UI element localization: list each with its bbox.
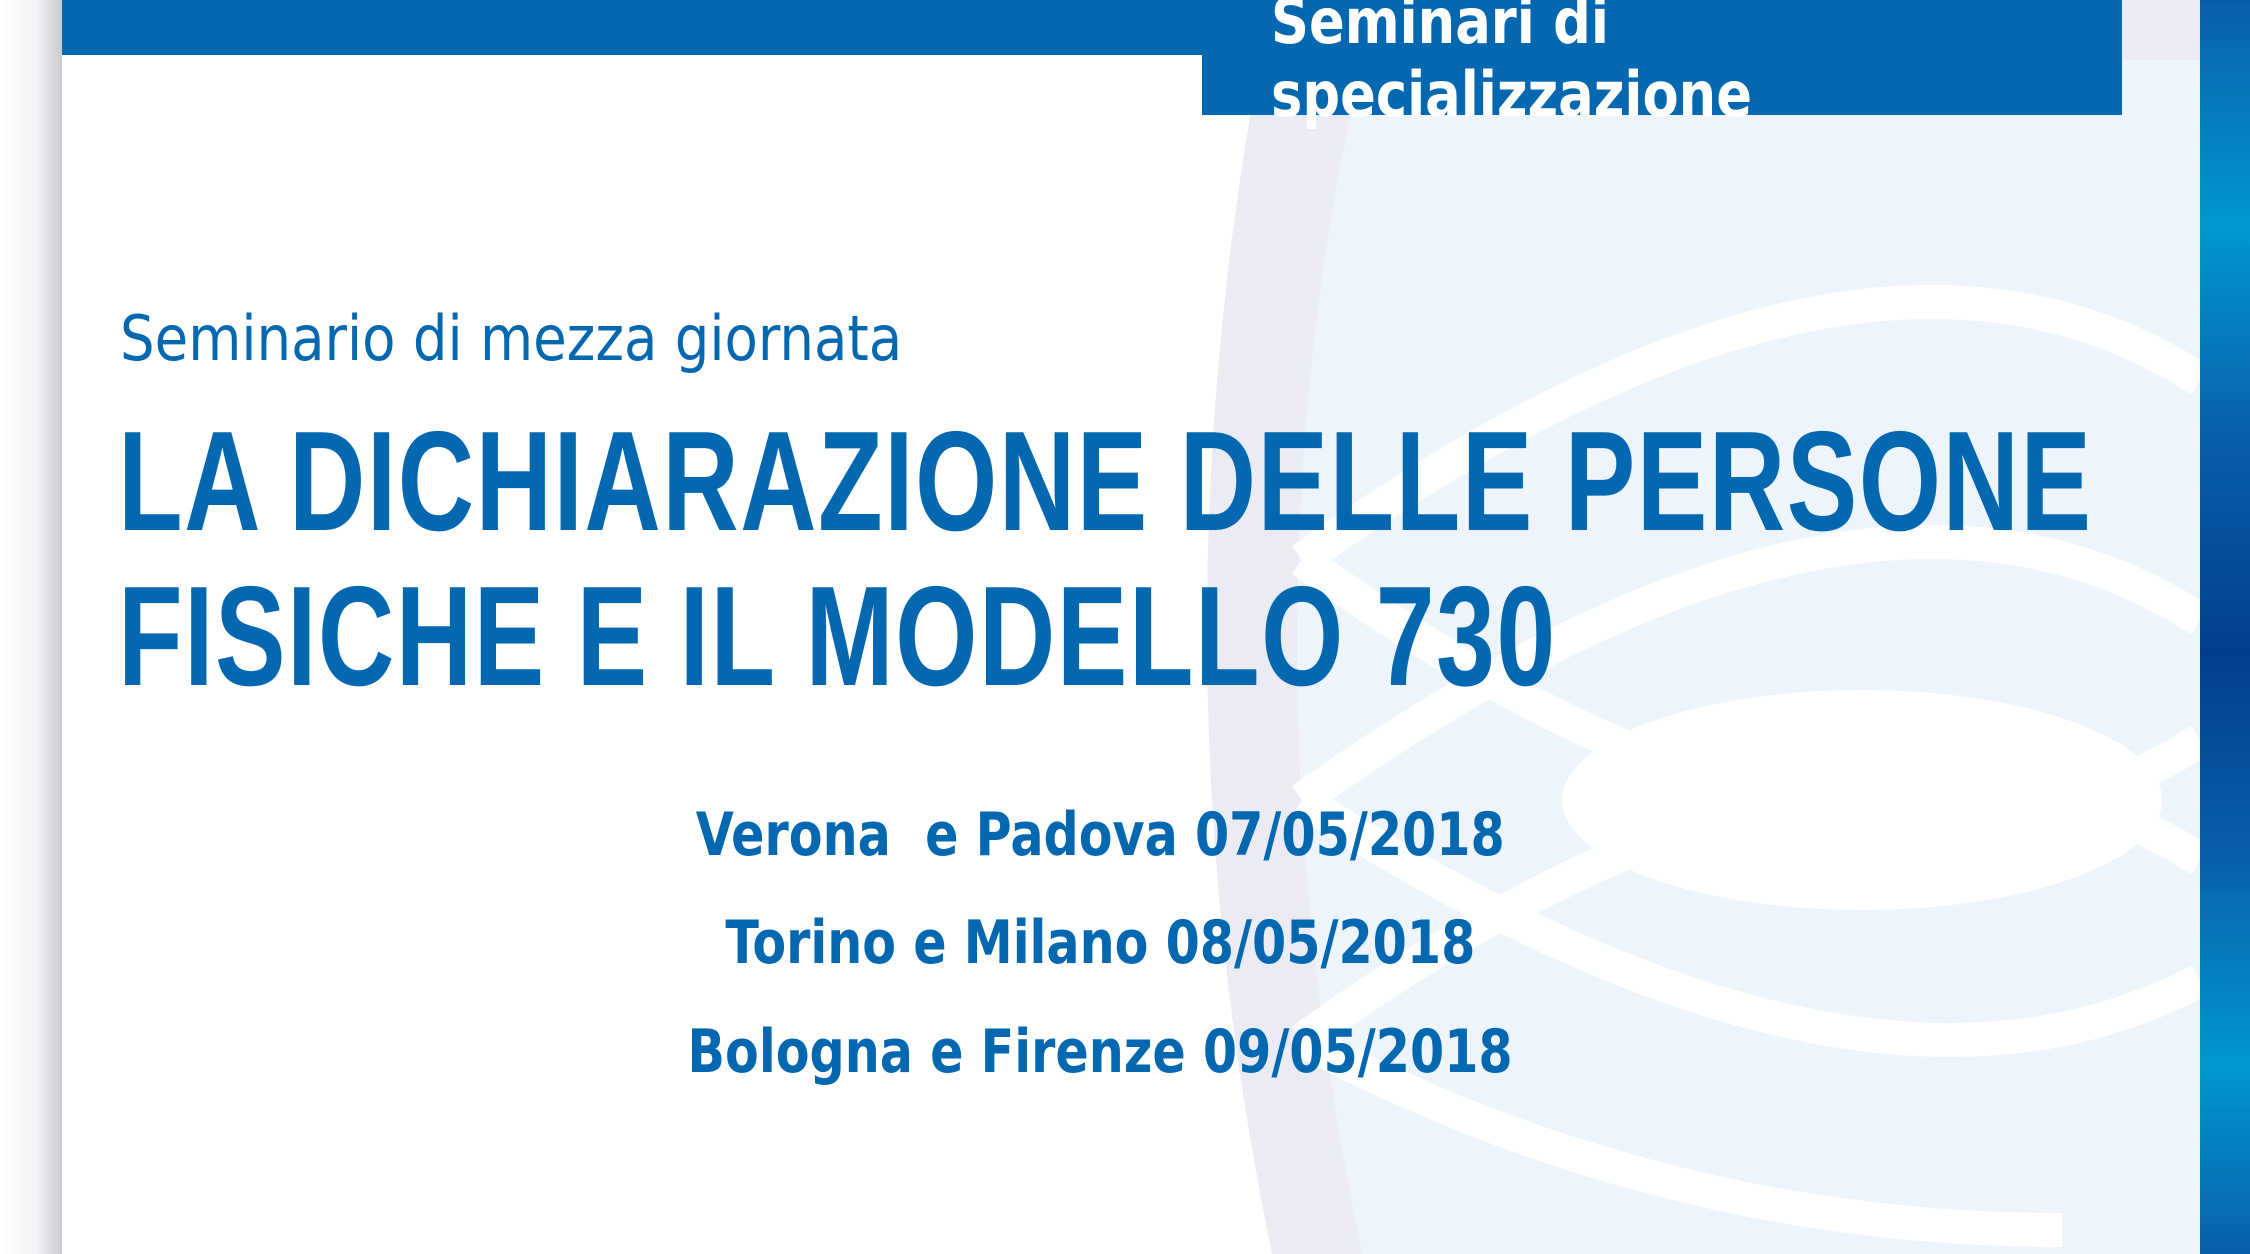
date-line: Verona e Padova 07/05/2018 [0, 800, 2200, 870]
background-rings [1207, 0, 2200, 1254]
series-tab: Seminari di specializzazione [1202, 0, 2122, 131]
page-shadow [0, 0, 62, 1254]
ring-outer-inner [1297, 60, 2200, 1254]
date-text: Verona e Padova 07/05/2018 [695, 800, 1505, 870]
date-text: Torino e Milano 08/05/2018 [724, 908, 1476, 978]
date-line: Torino e Milano 08/05/2018 [0, 908, 2200, 978]
title-line-2: FISICHE E IL MODELLO 730 [118, 557, 1557, 716]
subtitle: Seminario di mezza giornata [120, 302, 903, 375]
date-text: Bologna e Firenze 09/05/2018 [687, 1017, 1513, 1087]
title-line-1: LA DICHIARAZIONE DELLE PERSONE [118, 402, 2093, 561]
date-line: Bologna e Firenze 09/05/2018 [0, 1017, 2200, 1087]
right-decorative-strip [2200, 0, 2250, 1254]
series-label: Seminari di specializzazione [1271, 0, 1752, 131]
ring-white-2 [1292, 524, 2200, 1057]
ring-center [1562, 690, 2162, 910]
